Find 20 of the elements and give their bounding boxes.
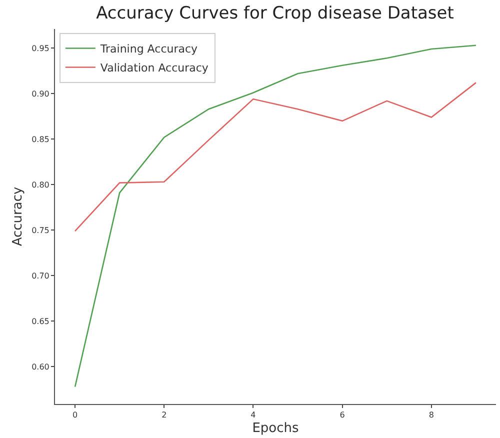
y-tick-label: 0.65 (32, 316, 50, 326)
x-tick-label: 0 (72, 410, 78, 420)
line-series (74, 44, 477, 388)
y-tick-label: 0.95 (32, 44, 50, 53)
y-tick-label: 0.60 (32, 362, 50, 372)
y-tick-label: 0.75 (32, 226, 50, 235)
y-tick-label: 0.90 (32, 89, 50, 98)
y-tick-label: 0.80 (32, 180, 50, 190)
x-tick-label: 6 (340, 410, 345, 420)
x-tick-label: 8 (428, 410, 434, 420)
y-tick-label: 0.85 (32, 134, 50, 144)
x-axis-title: Epochs (252, 421, 300, 436)
x-tick-label: 2 (162, 410, 167, 420)
chart-title: Accuracy Curves for Crop disease Dataset (96, 3, 454, 24)
y-tick-label: 0.70 (32, 271, 50, 280)
x-tick-label: 4 (250, 410, 256, 420)
line-series (74, 82, 477, 232)
legend-label: Validation Accuracy (100, 62, 209, 75)
y-axis-title: Accuracy (10, 186, 26, 246)
legend-label: Training Accuracy (99, 42, 198, 56)
